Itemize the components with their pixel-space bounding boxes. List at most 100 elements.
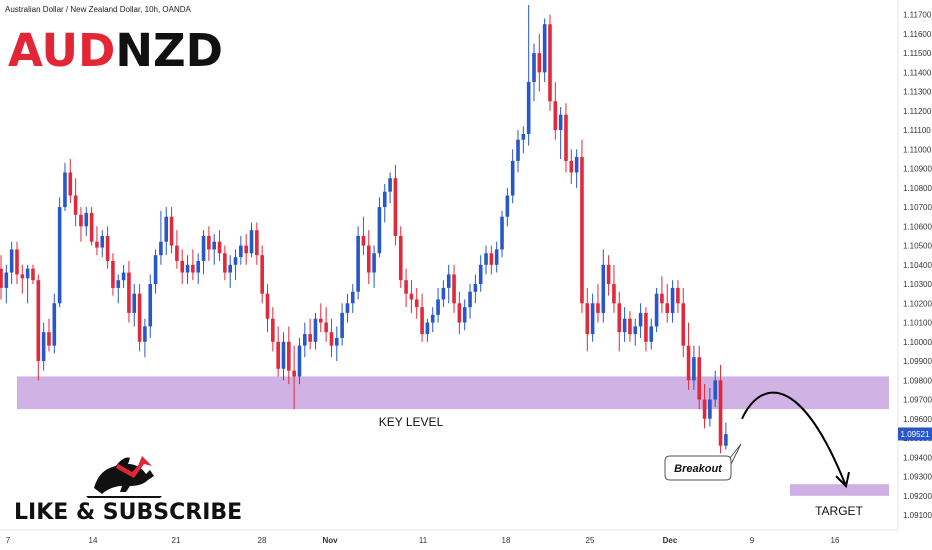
price-tick-label: 1.10100 — [903, 319, 932, 328]
candle-body — [68, 172, 73, 196]
candle-body — [676, 287, 680, 304]
candle-body — [233, 257, 238, 265]
candle-body — [398, 235, 403, 281]
candle-body — [537, 53, 542, 73]
candle-body — [84, 212, 89, 227]
candle-body — [31, 268, 35, 281]
time-tick-label: 25 — [586, 536, 595, 545]
price-tick-label: 1.09700 — [903, 396, 932, 405]
candle-body — [0, 268, 3, 288]
candle-body — [436, 299, 440, 315]
candle-body — [702, 399, 707, 419]
candle-body — [382, 191, 387, 208]
candle-body — [350, 291, 355, 304]
candle-body — [95, 241, 99, 248]
candle-body — [585, 303, 590, 335]
candle-body — [425, 322, 430, 335]
candle-body — [409, 293, 414, 300]
candle-body — [521, 133, 526, 140]
candle-body — [654, 293, 659, 327]
candle-body — [260, 255, 264, 294]
candle-body — [606, 264, 611, 285]
price-tick-label: 1.10400 — [903, 261, 932, 270]
candle-body — [105, 235, 110, 261]
candle-body — [217, 241, 222, 254]
candle-body — [121, 272, 126, 281]
candle-body — [52, 303, 57, 346]
candle-body — [478, 264, 483, 285]
candle-body — [601, 264, 606, 313]
time-tick-label: 14 — [89, 536, 98, 545]
candle-body — [228, 264, 232, 273]
candles-group — [0, 5, 728, 454]
candle-body — [116, 280, 121, 288]
candle-body — [63, 172, 67, 208]
candle-body — [638, 312, 643, 327]
candle-body — [366, 245, 371, 273]
candle-body — [596, 303, 600, 313]
candle-body — [356, 235, 360, 292]
candle-body — [148, 284, 153, 327]
candle-body — [377, 207, 382, 254]
candle-body — [287, 341, 291, 371]
price-tick-label: 1.11700 — [903, 11, 932, 20]
price-tick-label: 1.10900 — [903, 165, 932, 174]
candle-body — [500, 216, 504, 250]
candle-body — [201, 235, 206, 261]
pair-title-part1: AUD — [8, 24, 115, 77]
time-tick-label: Dec — [663, 536, 678, 545]
candle-body — [255, 230, 259, 256]
candle-body — [308, 334, 312, 342]
candle-body — [452, 274, 456, 304]
breakout-label: Breakout — [674, 463, 723, 475]
candle-body — [660, 293, 664, 304]
candle-body — [169, 216, 174, 246]
candle-body — [303, 334, 307, 346]
target-label: TARGET — [815, 504, 863, 518]
candle-body — [313, 318, 318, 342]
time-tick-label: 21 — [172, 536, 181, 545]
price-tick-label: 1.10800 — [903, 184, 932, 193]
price-tick-label: 1.09600 — [903, 415, 932, 424]
candle-body — [191, 264, 195, 273]
price-tick-label: 1.10200 — [903, 299, 932, 308]
last-price-badge: 1.09521 — [898, 427, 932, 441]
candle-body — [404, 280, 408, 294]
candle-body — [430, 314, 435, 323]
candle-body — [36, 280, 41, 362]
candle-body — [633, 326, 638, 335]
candle-body — [15, 249, 19, 275]
candle-body — [617, 303, 622, 333]
candle-body — [180, 260, 185, 273]
candle-body — [271, 318, 275, 342]
candle-body — [686, 345, 691, 381]
target-zone — [790, 484, 889, 496]
candle-body — [510, 160, 515, 196]
candle-body — [212, 241, 216, 250]
chart-header-symbol: Australian Dollar / New Zealand Dollar, … — [5, 5, 192, 14]
candle-body — [79, 214, 83, 227]
candle-body — [468, 291, 472, 308]
candle-body — [57, 207, 62, 304]
pair-title-part2: NZD — [115, 24, 223, 77]
price-tick-label: 1.11600 — [903, 30, 932, 39]
candle-body — [20, 274, 25, 279]
cta-text: LIKE & SUBSCRIBE — [14, 500, 242, 525]
price-tick-label: 1.10700 — [903, 203, 932, 212]
price-tick-label: 1.09900 — [903, 357, 932, 366]
price-tick-label: 1.10500 — [903, 242, 932, 251]
candle-body — [484, 253, 488, 265]
candle-body — [420, 307, 424, 335]
candle-body — [441, 287, 446, 300]
breakout-bubble — [664, 443, 742, 481]
last-price-badge-bg — [898, 427, 932, 441]
candle-body — [73, 195, 78, 215]
candle-body — [281, 341, 286, 369]
candle-body — [644, 312, 648, 342]
candle-body — [143, 326, 147, 342]
candle-body — [223, 253, 227, 273]
candle-body — [329, 332, 334, 346]
price-tick-label: 1.11200 — [903, 107, 932, 116]
